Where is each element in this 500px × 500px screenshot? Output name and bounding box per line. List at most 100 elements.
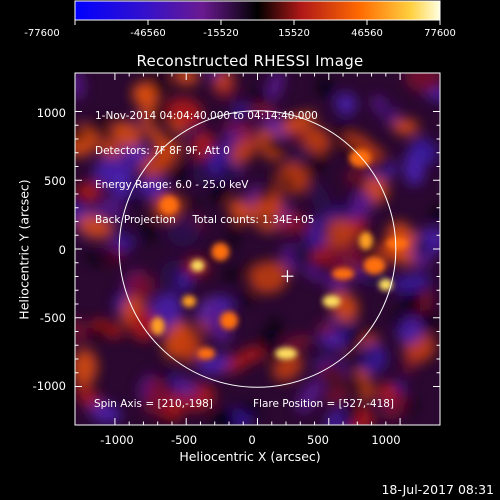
image-fringe <box>383 100 391 120</box>
image-fringe <box>324 218 357 250</box>
image-fringe <box>128 309 158 341</box>
colorbar <box>74 0 441 25</box>
colorbar-gradient <box>74 0 441 21</box>
image-fringe <box>333 381 350 390</box>
image-fringe <box>374 156 388 175</box>
image-fringe <box>152 370 172 379</box>
spin-axis-marker <box>281 270 294 283</box>
axis-ticks <box>75 73 440 425</box>
colorbar-tick-label: 77600 <box>424 28 456 39</box>
image-fringe <box>301 125 332 155</box>
image-hotspot <box>378 278 393 291</box>
y-tick-label: -500 <box>39 311 66 325</box>
image-fringe <box>145 376 171 408</box>
image-fringe <box>290 251 305 263</box>
image-fringe <box>154 99 166 121</box>
image-fringe <box>395 309 404 329</box>
image-fringe <box>173 203 201 213</box>
image-fringe <box>143 221 154 243</box>
image-fringe <box>244 262 254 275</box>
image-fringe <box>139 151 172 179</box>
image-fringe <box>230 138 257 165</box>
image-fringe <box>75 317 87 345</box>
image-fringe <box>337 320 350 334</box>
image-fringe <box>213 178 227 204</box>
y-tick-label: 1000 <box>36 106 66 120</box>
colorbar-tick-label: 46560 <box>351 28 383 39</box>
image-hotspot <box>386 237 409 250</box>
image-hotspot <box>150 317 165 335</box>
image-hotspot <box>349 149 372 168</box>
x-tick-label: 500 <box>307 433 329 447</box>
image-fringe <box>166 96 204 126</box>
colorbar-tick-label: -46560 <box>130 28 166 39</box>
colorbar-tick-label: 15520 <box>278 28 310 39</box>
image-fringe <box>272 352 303 382</box>
image-fringe <box>263 137 288 154</box>
image-fringe <box>409 137 439 165</box>
image-hotspot <box>160 196 179 214</box>
y-tick-label: -1000 <box>32 379 66 393</box>
image-fringe <box>75 348 98 386</box>
image-fringe <box>309 182 332 217</box>
image-hotspot <box>322 295 341 308</box>
image-fringe <box>259 178 273 203</box>
image-fringe <box>86 253 110 264</box>
image-fringe <box>337 122 352 135</box>
spin-axis-text: Spin Axis = [210,-198] <box>94 398 213 410</box>
image-hotspot <box>358 231 373 250</box>
image-fringe <box>323 386 351 405</box>
image-fringe <box>337 198 352 221</box>
info-line: Energy Range: 6.0 - 25.0 keV <box>95 179 249 191</box>
y-tick-label: 0 <box>58 243 66 257</box>
image-fringe <box>280 111 316 133</box>
image-fringe <box>75 194 85 205</box>
image-fringe <box>171 330 204 363</box>
image-fringe <box>390 273 432 293</box>
image-fringe <box>335 92 357 116</box>
observation-info: 1-Nov-2014 04:04:40.000 to 04:14:40.000 … <box>95 88 318 249</box>
image-fringe <box>376 381 397 403</box>
colorbar-tick-label: -77600 <box>24 28 60 39</box>
image-fringe <box>349 177 368 191</box>
image-hotspot <box>275 347 298 360</box>
image-fringe <box>239 110 252 126</box>
image-fringe <box>256 215 277 224</box>
colorbar-tick-label: -15520 <box>203 28 239 39</box>
image-fringe <box>86 119 111 133</box>
image-fringe <box>253 89 271 106</box>
image-fringe <box>349 190 374 220</box>
image-fringe <box>404 291 420 314</box>
plot-title: Reconstructed RHESSI Image <box>136 52 364 70</box>
x-tick-label: -1000 <box>100 433 134 447</box>
image-fringe <box>106 249 118 264</box>
image-fringe <box>191 131 215 160</box>
image-fringe <box>75 215 95 242</box>
image-fringe <box>431 206 440 221</box>
image-fringe <box>157 415 176 425</box>
image-fringe <box>276 162 310 195</box>
solar-limb-circle <box>118 110 397 388</box>
image-hotspot <box>363 256 386 275</box>
y-axis-label: Heliocentric Y (arcsec) <box>16 179 32 320</box>
image-fringe <box>281 173 295 191</box>
image-fringe <box>98 137 123 163</box>
colorbar-ticks <box>74 20 441 25</box>
image-fringe <box>228 198 252 224</box>
image-fringe <box>88 401 122 424</box>
image-fringe <box>355 342 388 375</box>
image-fringe <box>109 172 133 200</box>
image-fringe <box>177 271 194 293</box>
image-fringe <box>418 309 438 333</box>
image-fringe <box>359 350 373 360</box>
image-fringe <box>296 378 324 414</box>
x-tick-label: 0 <box>248 433 256 447</box>
image-hotspot <box>219 311 238 330</box>
image-fringe <box>292 217 313 235</box>
image-fringe <box>174 377 199 399</box>
image-fringe <box>392 118 419 136</box>
image-fringe <box>403 401 417 411</box>
info-line: Back Projection Total counts: 1.34E+05 <box>95 213 315 226</box>
